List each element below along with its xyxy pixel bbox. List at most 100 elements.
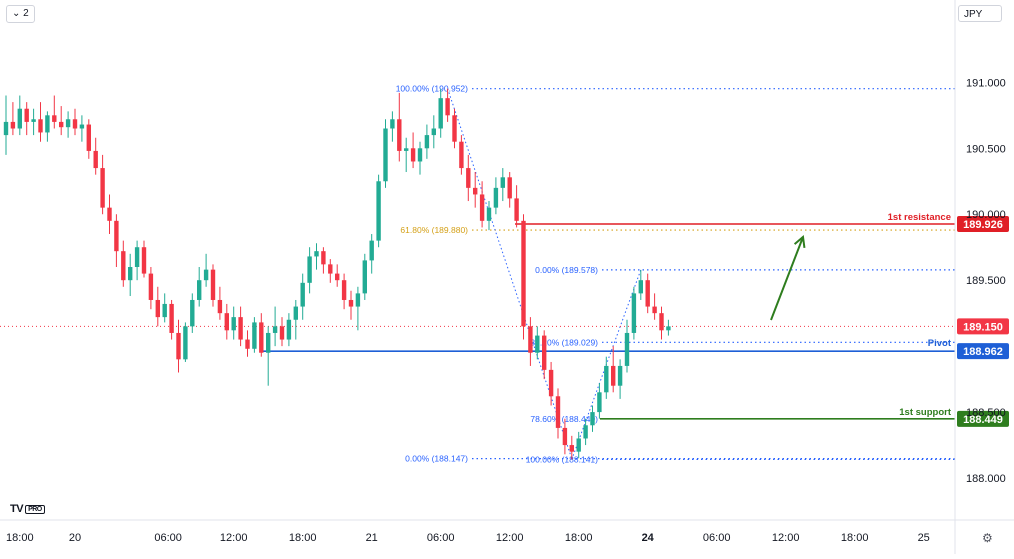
candle-body (79, 124, 85, 129)
x-tick-label: 18:00 (565, 532, 593, 544)
candle-body (459, 141, 464, 169)
price-badge (957, 410, 1009, 427)
candle-body (466, 168, 471, 188)
current-price-badge (957, 318, 1009, 335)
logo-mark: TV (10, 503, 24, 515)
x-tick-label: 18:00 (289, 532, 317, 544)
candle-body (535, 335, 540, 353)
candle-body (507, 177, 512, 199)
candle-body (190, 299, 195, 327)
candle-body (617, 365, 623, 386)
candle-body (17, 108, 22, 129)
candle-body (93, 150, 98, 169)
candle-body (259, 322, 264, 353)
candle-body (417, 148, 423, 162)
candle-body (183, 326, 188, 360)
candle-body (300, 282, 305, 307)
fib-level-label: 0.00% (189.578) (535, 265, 598, 275)
candle-body (210, 269, 216, 300)
candle-body (86, 124, 91, 151)
candle-body (652, 306, 657, 314)
candle-body (562, 427, 568, 446)
candle-body (438, 98, 443, 129)
candle-body (197, 280, 202, 300)
candle-body (569, 445, 574, 452)
candle-body (397, 119, 402, 151)
x-tick-label: 12:00 (220, 532, 248, 544)
candle-body (424, 135, 430, 149)
key-levels: 1st resistance 189.926 Pivot 188.962 1st sup… (0, 212, 1009, 427)
candle-body (631, 293, 637, 333)
interval-label: 2 (23, 8, 29, 19)
candle-body (31, 119, 36, 122)
candle-body (231, 317, 236, 331)
candle-body (659, 313, 664, 331)
candle-body (176, 332, 181, 360)
forecast-arrow-head (793, 235, 806, 249)
fib-level-label: 100.00% (188.141) (526, 454, 598, 464)
candle-body (514, 198, 519, 221)
candle-body (576, 438, 581, 452)
candle-body (321, 251, 326, 265)
x-tick-label: 06:00 (427, 532, 455, 544)
fib-level-label: 100.00% (190.952) (396, 84, 468, 94)
fib-level-label: 38.20% (189.029) (530, 337, 598, 347)
candle-body (307, 256, 312, 283)
x-tick-label: 18:00 (841, 532, 869, 544)
candle-body (624, 332, 630, 366)
candle-body (528, 326, 533, 353)
fib-level-label: 0.00% (188.147) (405, 454, 468, 464)
candle-body (666, 326, 671, 331)
candle-body (24, 108, 29, 122)
candle-body (479, 194, 485, 221)
candle-body (362, 260, 367, 294)
candle-body (341, 280, 347, 300)
x-tick-label: 12:00 (772, 532, 800, 544)
candle-body (348, 299, 354, 307)
candle-body (597, 392, 602, 413)
candle-body (252, 322, 257, 349)
key-level-name: 1st resistance (888, 212, 951, 223)
candle-body (114, 220, 119, 252)
y-tick-label: 191.000 (966, 77, 1006, 89)
candle-body (314, 251, 319, 257)
candle-body (245, 339, 250, 349)
candle-body (493, 187, 499, 208)
price-badge-label: 189.926 (963, 219, 1003, 231)
candle-body (169, 303, 174, 333)
pro-badge: PRO (25, 504, 45, 514)
tradingview-logo[interactable]: TV PRO (10, 503, 45, 515)
key-level-name: 1st support (899, 407, 952, 418)
candle-body (3, 121, 9, 136)
candle-body (52, 115, 57, 122)
candle-body (521, 220, 526, 327)
gear-icon[interactable]: ⚙ (982, 531, 993, 545)
x-tick-label: 25 (918, 532, 930, 544)
currency-selector[interactable]: JPY (958, 5, 1002, 22)
fibonacci-levels: 100.00% (190.952) 61.80% (189.880) 0.00% (… (396, 84, 955, 464)
forecast-arrow (770, 236, 804, 321)
x-tick-label: 18:00 (6, 532, 34, 544)
candle-body (100, 168, 105, 208)
candle-body (355, 293, 361, 307)
candle-body (45, 115, 50, 133)
x-tick-label: 06:00 (154, 532, 182, 544)
candle-body (645, 280, 650, 307)
interval-selector[interactable]: ⌄ 2 (6, 5, 35, 23)
x-tick-label: 06:00 (703, 532, 731, 544)
candle-body (542, 335, 547, 370)
candle-body (500, 177, 505, 188)
candle-body (555, 396, 561, 428)
x-tick-label: 21 (366, 532, 378, 544)
candle-body (59, 121, 64, 128)
candle-body (148, 273, 154, 300)
x-tick-label: 24 (642, 532, 655, 544)
current-price-label: 189.150 (963, 321, 1003, 333)
candle-body (128, 267, 133, 281)
candle-body (390, 119, 395, 129)
candle-body (224, 313, 229, 331)
candle-body (38, 119, 43, 133)
candle-body (293, 306, 298, 320)
